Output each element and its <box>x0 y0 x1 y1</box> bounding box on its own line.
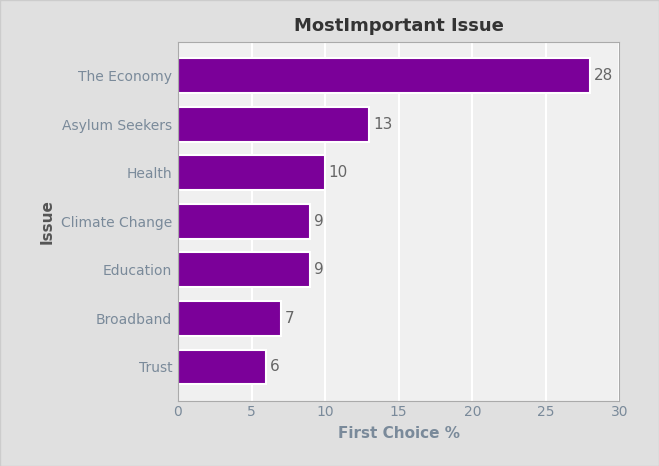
Text: 6: 6 <box>270 359 279 375</box>
Bar <box>178 58 590 93</box>
Text: 28: 28 <box>594 68 613 83</box>
Text: 10: 10 <box>329 165 348 180</box>
Bar <box>178 253 310 288</box>
X-axis label: First Choice %: First Choice % <box>337 426 460 441</box>
Bar <box>178 107 369 142</box>
Text: 7: 7 <box>285 311 295 326</box>
Y-axis label: Issue: Issue <box>39 199 54 244</box>
Bar <box>178 350 266 384</box>
Bar <box>178 204 310 239</box>
Title: MostImportant Issue: MostImportant Issue <box>294 17 503 35</box>
Bar <box>178 301 281 336</box>
Text: 9: 9 <box>314 262 324 277</box>
Text: 9: 9 <box>314 214 324 229</box>
Text: 13: 13 <box>373 117 392 132</box>
Bar <box>178 155 325 190</box>
